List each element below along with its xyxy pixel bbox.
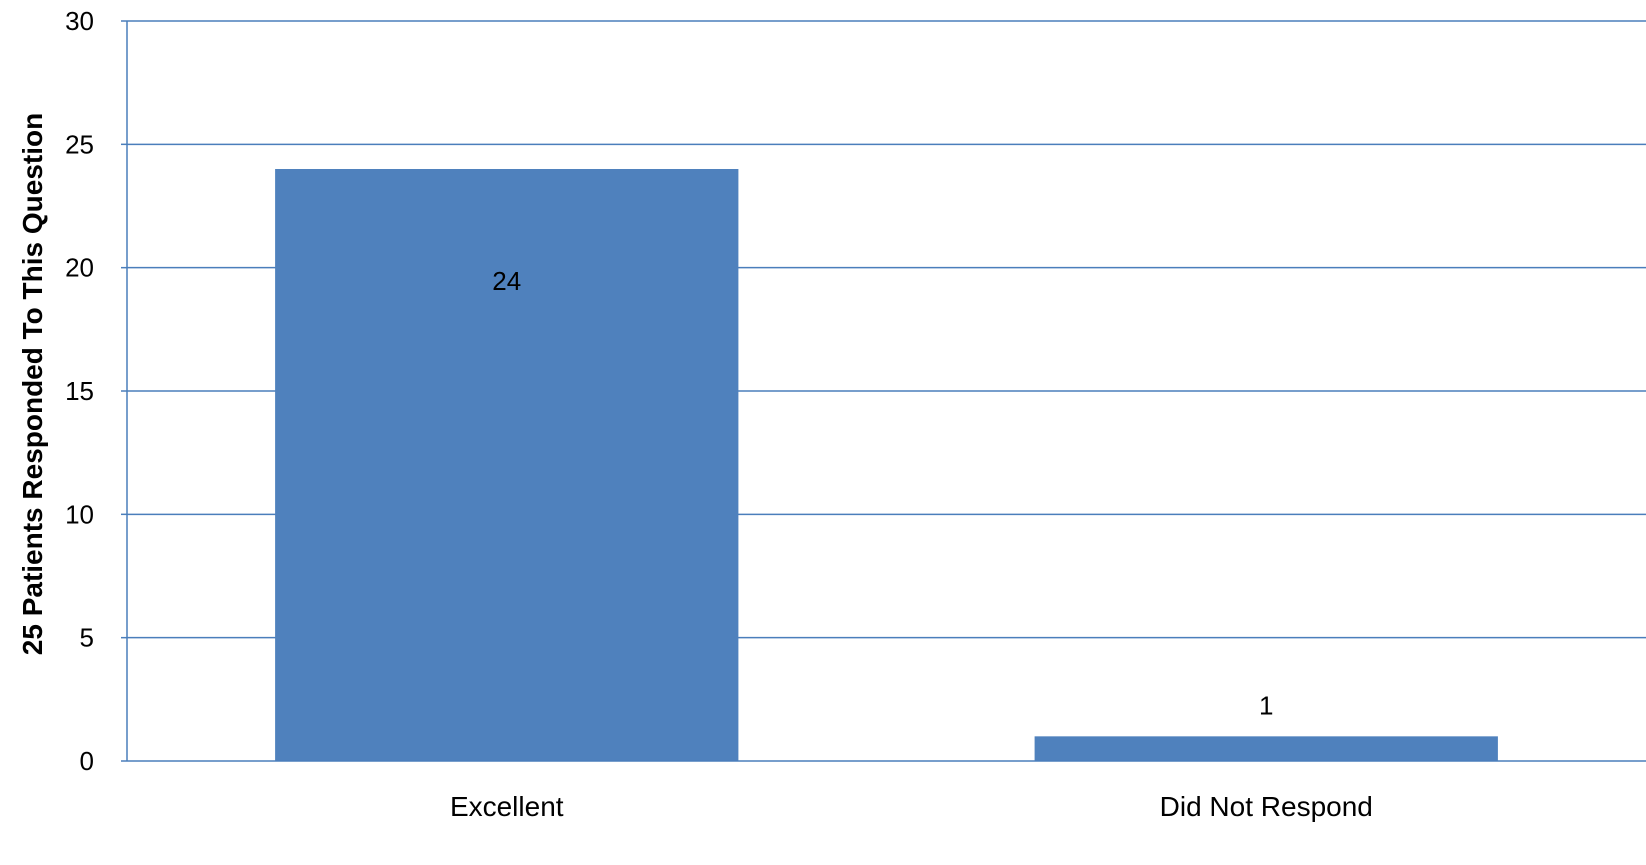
- x-category-label: Did Not Respond: [1160, 791, 1373, 822]
- x-axis-categories: Excellent Did Not Respond: [450, 791, 1373, 822]
- y-axis-ticks: 0 5 10 15 20 25 30: [65, 6, 127, 776]
- y-tick-label: 5: [80, 623, 94, 653]
- y-tick-label: 20: [65, 253, 94, 283]
- data-label: 1: [1259, 690, 1273, 720]
- bar-did-not-respond: [1034, 736, 1498, 761]
- bars: [275, 169, 1498, 761]
- y-tick-label: 15: [65, 376, 94, 406]
- y-tick-label: 0: [80, 746, 94, 776]
- y-tick-label: 30: [65, 6, 94, 36]
- bar-excellent: [275, 169, 739, 761]
- data-labels: 24 1: [492, 266, 1273, 720]
- x-category-label: Excellent: [450, 791, 564, 822]
- y-axis-title: 25 Patients Responded To This Question: [17, 113, 48, 655]
- y-tick-label: 25: [65, 129, 94, 159]
- data-label: 24: [492, 266, 521, 296]
- y-tick-label: 10: [65, 499, 94, 529]
